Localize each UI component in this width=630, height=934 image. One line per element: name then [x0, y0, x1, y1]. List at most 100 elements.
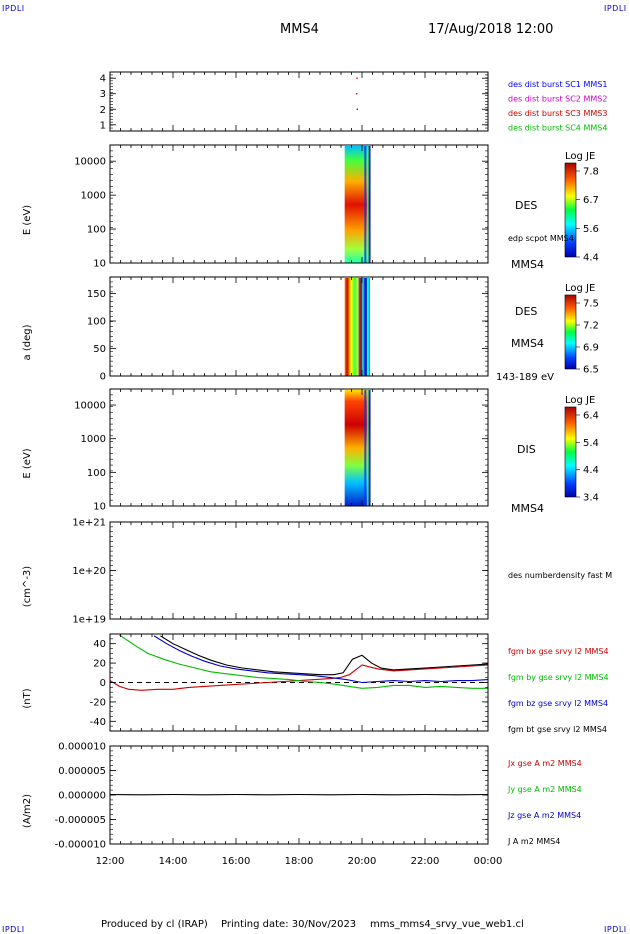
time-tick-label: 14:00 [159, 856, 188, 867]
y-tick-label: 1000 [81, 434, 106, 445]
y-tick-label: 50 [93, 344, 106, 355]
corner-label-top-left: IPDLI [2, 4, 25, 13]
y-tick-label: 4 [100, 74, 106, 85]
y-tick-label: 100 [87, 468, 106, 479]
burst-marker [355, 93, 358, 95]
footer-produced-by: Produced by cl (IRAP) [101, 919, 208, 930]
legend-entry: Jx gse A m2 MMS4 [507, 759, 582, 768]
y-tick-label: 100 [87, 225, 106, 236]
legend-entry: des dist burst SC4 MMS4 [508, 124, 607, 133]
y-tick-label: 1000 [81, 191, 106, 202]
colorbar [564, 294, 577, 370]
time-tick-label: 18:00 [285, 856, 314, 867]
colorbar-title: Log JE [565, 395, 595, 406]
y-tick-label: 150 [87, 289, 106, 300]
legend-entry: fgm by gse srvy l2 MMS4 [508, 673, 609, 682]
spectrogram-streak [368, 146, 371, 263]
spectrogram-streak [366, 146, 369, 263]
legend-entry: Jz gse A m2 MMS4 [507, 811, 581, 820]
time-tick-label: 12:00 [96, 856, 125, 867]
time-tick-label: 22:00 [411, 856, 440, 867]
panel-frame [109, 276, 489, 377]
colorbar-title: Log JE [565, 283, 595, 294]
y-axis-label: E (eV) [22, 448, 33, 478]
y-tick-label: 10 [93, 259, 106, 270]
time-tick-label: 00:00 [474, 856, 503, 867]
spectrogram-streak [364, 146, 367, 263]
legend-entry: des dist burst SC3 MMS3 [508, 109, 607, 118]
y-tick-label: 20 [93, 659, 106, 670]
panel-label-energy-range: 143-189 eV [496, 372, 554, 383]
y-axis-label: (cm^-3) [22, 566, 33, 607]
legend-entry: fgm bz gse srvy l2 MMS4 [508, 699, 608, 708]
series-line [119, 634, 488, 689]
y-tick-label: -40 [90, 717, 106, 728]
spectrogram-streak [364, 390, 367, 506]
colorbar-tick-label: 7.2 [583, 321, 599, 332]
colorbar-tick-label: 5.6 [583, 224, 599, 235]
y-tick-label: 1 [100, 120, 106, 131]
y-tick-label: 10000 [74, 157, 106, 168]
y-axis-label: (A/m2) [22, 794, 33, 828]
panel-label-des: DES [515, 305, 537, 318]
panel-frame [109, 144, 489, 264]
spectrogram-streak [358, 278, 361, 376]
y-tick-label: 40 [93, 639, 106, 650]
colorbar-tick-label: 3.4 [583, 493, 599, 504]
colorbar-tick-label: 4.4 [583, 465, 599, 476]
y-tick-label: 100 [87, 317, 106, 328]
colorbar-tick-label: 7.8 [583, 167, 599, 178]
spectrogram-streak [366, 390, 369, 506]
panel-frame [109, 388, 489, 507]
series-line [160, 635, 489, 676]
y-tick-label: 0.000010 [58, 742, 106, 753]
colorbar-tick-label: 7.5 [583, 299, 599, 310]
panel-frame [109, 521, 489, 620]
y-tick-label: 1e+21 [72, 518, 106, 529]
y-axis-label: E (eV) [22, 205, 33, 235]
burst-marker [356, 77, 358, 79]
panel-label-spacecraft: MMS4 [511, 337, 544, 350]
spectrogram-streak [360, 278, 363, 376]
colorbar-tick-label: 6.7 [583, 195, 599, 206]
colorbar [564, 406, 577, 498]
y-tick-label: 10000 [74, 401, 106, 412]
spectrogram-streak [364, 278, 367, 376]
legend-entry: fgm bx gse srvy l2 MMS4 [508, 647, 609, 656]
y-tick-label: 3 [100, 89, 106, 100]
footer-printing-date: Printing date: 30/Nov/2023 [221, 919, 357, 930]
corner-label-bottom-left: IPDLI [2, 925, 25, 934]
y-axis-label: (nT) [22, 688, 33, 708]
y-tick-label: -0.000010 [55, 840, 106, 851]
colorbar-tick-label: 6.9 [583, 343, 599, 354]
time-tick-label: 16:00 [222, 856, 251, 867]
y-tick-label: 1e+19 [72, 615, 106, 626]
corner-label-top-right: IPDLI [604, 4, 627, 13]
y-tick-label: 0.000000 [58, 791, 106, 802]
series-line [153, 635, 489, 684]
time-tick-label: 20:00 [348, 856, 377, 867]
corner-label-bottom-right: IPDLI [604, 925, 627, 934]
datetime-title: 17/Aug/2018 12:00 [428, 22, 554, 37]
panel-label-des: DES [515, 199, 537, 212]
footer-filename: mms_mms4_srvy_vue_web1.cl [370, 919, 524, 930]
y-tick-label: 0 [100, 678, 106, 689]
colorbar [564, 162, 577, 258]
panel-label-spacecraft: MMS4 [511, 502, 544, 515]
y-tick-label: 1e+20 [72, 566, 106, 577]
y-tick-label: 0 [100, 372, 106, 383]
legend-entry: des dist burst SC1 MMS1 [508, 80, 607, 89]
panel-frame [109, 71, 489, 132]
y-tick-label: -20 [90, 697, 106, 708]
legend-entry: Jy gse A m2 MMS4 [507, 785, 582, 794]
colorbar-tick-label: 6.5 [583, 365, 599, 376]
y-tick-label: 2 [100, 105, 106, 116]
panel-label-density: des numberdensity fast M [508, 571, 612, 580]
legend-entry: fgm bt gse srvy l2 MMS4 [508, 725, 607, 734]
y-tick-label: 10 [93, 502, 106, 513]
y-tick-label: -0.000005 [55, 815, 106, 826]
spectrogram-streak [367, 278, 370, 376]
colorbar-title: Log JE [565, 151, 595, 162]
colorbar-tick-label: 4.4 [583, 253, 599, 264]
